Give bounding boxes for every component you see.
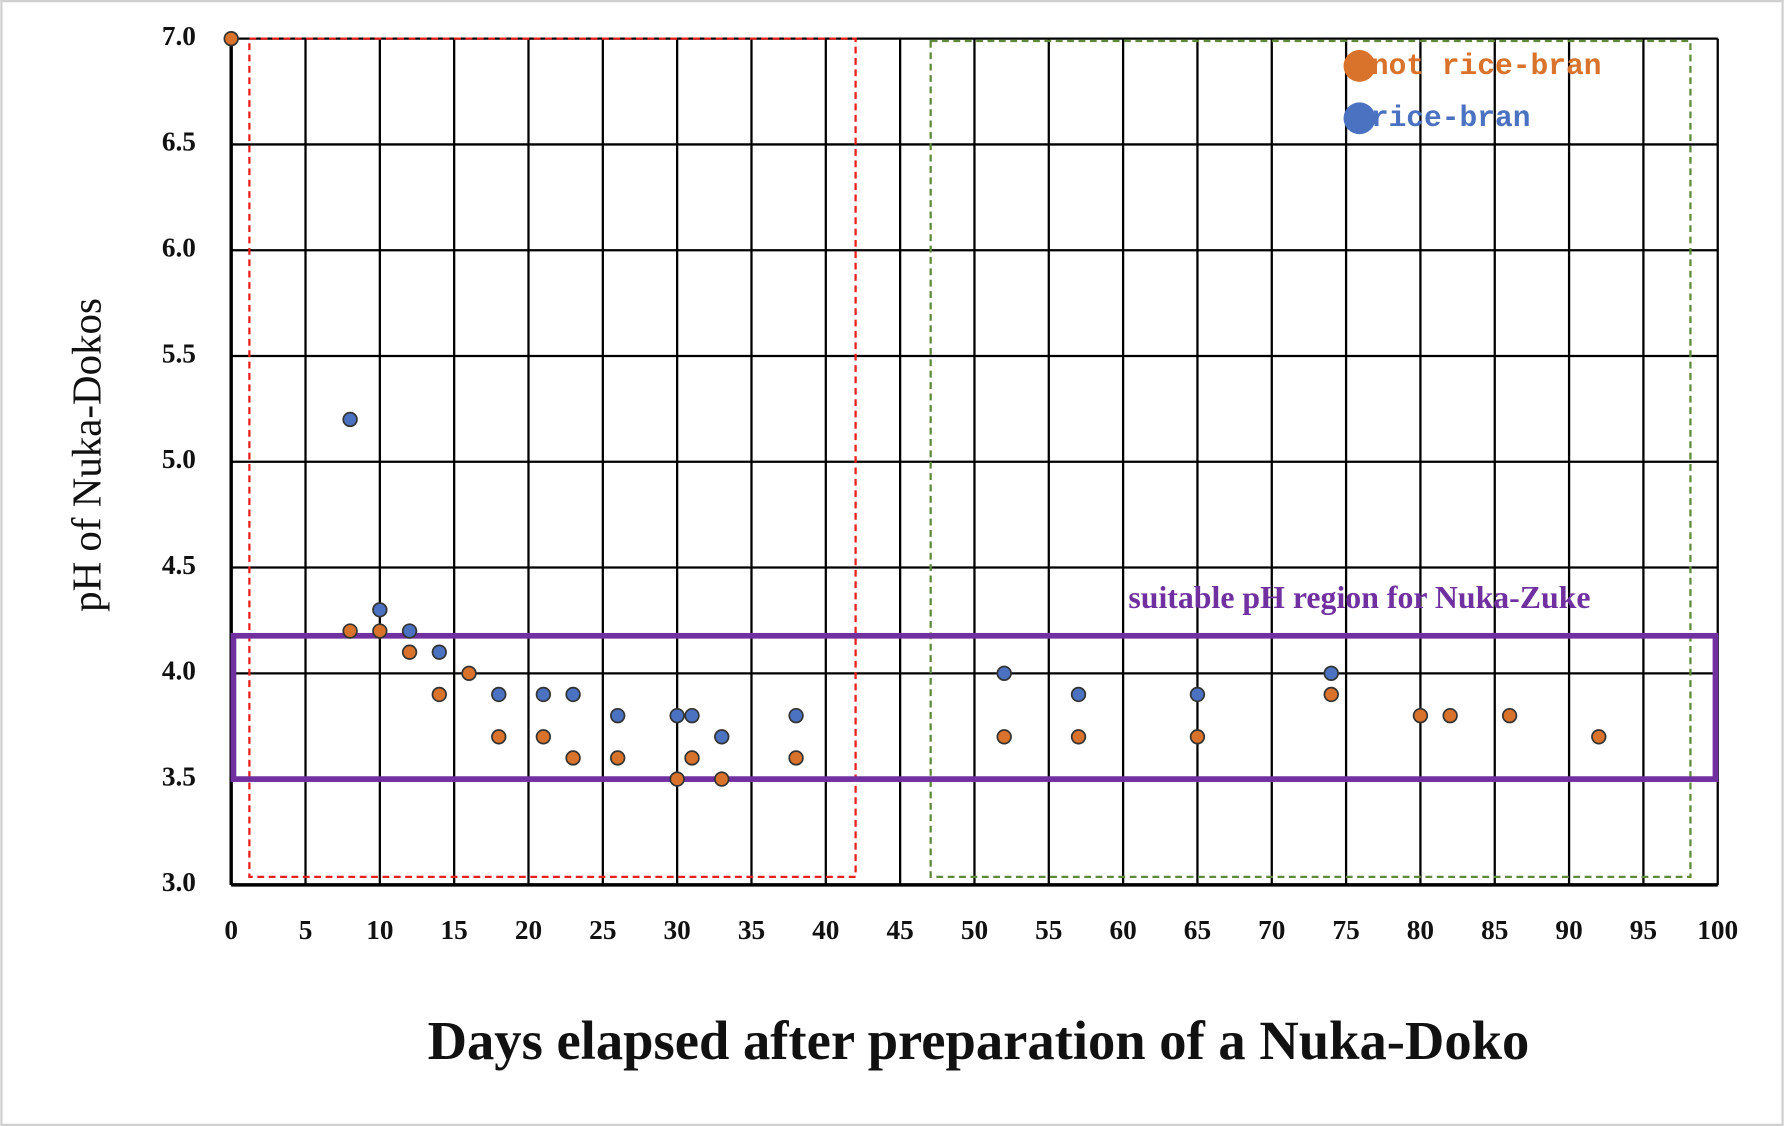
- x-tick-label: 65: [1184, 915, 1211, 945]
- point: [1189, 686, 1206, 703]
- x-tick-label: 15: [441, 915, 468, 945]
- x-tick-label: 55: [1035, 915, 1062, 945]
- point: [1323, 665, 1339, 682]
- point: [1501, 707, 1518, 724]
- x-tick-label: 25: [589, 915, 616, 945]
- point: [223, 30, 239, 47]
- point: [431, 686, 447, 703]
- point: [565, 686, 581, 703]
- y-tick-label: 5.5: [162, 338, 196, 368]
- x-tick-label: 85: [1481, 915, 1508, 945]
- point: [788, 750, 804, 766]
- y-axis-label: pH of Nuka-Dokos: [65, 298, 110, 612]
- points: [223, 30, 1607, 787]
- x-tick-label: 100: [1697, 915, 1738, 945]
- point: [401, 644, 418, 660]
- y-tick-label: 4.0: [162, 656, 196, 686]
- point: [669, 707, 685, 724]
- point: [610, 707, 626, 724]
- x-tick-label: 40: [812, 915, 839, 945]
- point: [342, 623, 358, 639]
- point: [714, 771, 730, 787]
- y-tick-label: 6.5: [162, 127, 196, 157]
- point: [788, 707, 804, 724]
- x-tick-label: 45: [886, 915, 913, 945]
- point: [1070, 686, 1087, 703]
- point: [1591, 729, 1607, 745]
- point: [1412, 707, 1429, 724]
- point: [1323, 686, 1339, 703]
- legend-label: rice-bran: [1371, 101, 1531, 135]
- x-tick-label: 70: [1258, 915, 1285, 945]
- y-tick-label: 7.0: [162, 21, 196, 51]
- point: [610, 750, 626, 766]
- x-tick-label: 30: [664, 915, 691, 945]
- legend-marker: [1343, 50, 1376, 82]
- x-tick-label: 90: [1555, 915, 1582, 945]
- point: [491, 686, 507, 703]
- point: [996, 665, 1012, 682]
- x-tick-label: 20: [515, 915, 542, 945]
- y-tick-label: 3.5: [162, 761, 196, 791]
- point: [1442, 707, 1458, 724]
- x-tick-label: 0: [224, 915, 238, 945]
- x-axis-label: Days elapsed after preparation of a Nuka…: [428, 1010, 1530, 1071]
- grid: [229, 37, 1719, 887]
- point: [372, 623, 388, 639]
- point: [491, 729, 507, 745]
- point: [565, 750, 581, 766]
- point: [669, 771, 685, 787]
- y-tick-label: 6.0: [162, 232, 196, 262]
- y-tick-label: 4.5: [162, 550, 196, 580]
- legend-label: not rice-bran: [1371, 49, 1602, 83]
- early-period-box: [248, 37, 857, 879]
- x-tick-label: 50: [961, 915, 988, 945]
- point: [1070, 729, 1087, 745]
- point: [401, 623, 418, 639]
- point: [535, 686, 552, 703]
- legend-marker: [1343, 102, 1376, 135]
- point: [342, 411, 358, 428]
- point: [684, 750, 700, 766]
- point: [535, 729, 552, 745]
- x-tick-label: 75: [1332, 915, 1359, 945]
- point: [431, 644, 447, 660]
- x-tick-label: 80: [1407, 915, 1434, 945]
- y-tick-label: 5.0: [162, 444, 196, 474]
- x-tick-label: 95: [1630, 915, 1657, 945]
- legend: not rice-bran rice-bran: [1343, 49, 1602, 135]
- point: [996, 729, 1012, 745]
- point: [461, 665, 477, 682]
- x-tick-label: 35: [738, 915, 765, 945]
- point: [1189, 729, 1206, 745]
- x-tick-label: 5: [299, 915, 313, 945]
- point: [684, 707, 700, 724]
- x-tick-label: 60: [1109, 915, 1136, 945]
- y-tick-label: 3.0: [162, 867, 196, 897]
- suitable-region-box: [230, 632, 1719, 782]
- point: [714, 729, 730, 745]
- late-period-box: [929, 39, 1692, 879]
- x-tick-label: 10: [366, 915, 393, 945]
- region-label: suitable pH region for Nuka-Zuke: [1128, 580, 1590, 615]
- point: [372, 602, 388, 618]
